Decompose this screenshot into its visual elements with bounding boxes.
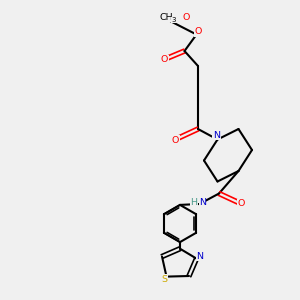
Text: O: O (182, 13, 190, 22)
Text: O: O (160, 56, 168, 64)
Text: CH: CH (159, 13, 173, 22)
Text: S: S (161, 274, 167, 284)
Text: O: O (195, 27, 202, 36)
Text: N: N (199, 198, 206, 207)
Text: N: N (196, 252, 204, 261)
Text: O: O (172, 136, 179, 145)
Text: H: H (190, 198, 198, 207)
Text: 3: 3 (171, 17, 175, 23)
Text: O: O (238, 200, 245, 208)
Text: N: N (213, 130, 220, 140)
